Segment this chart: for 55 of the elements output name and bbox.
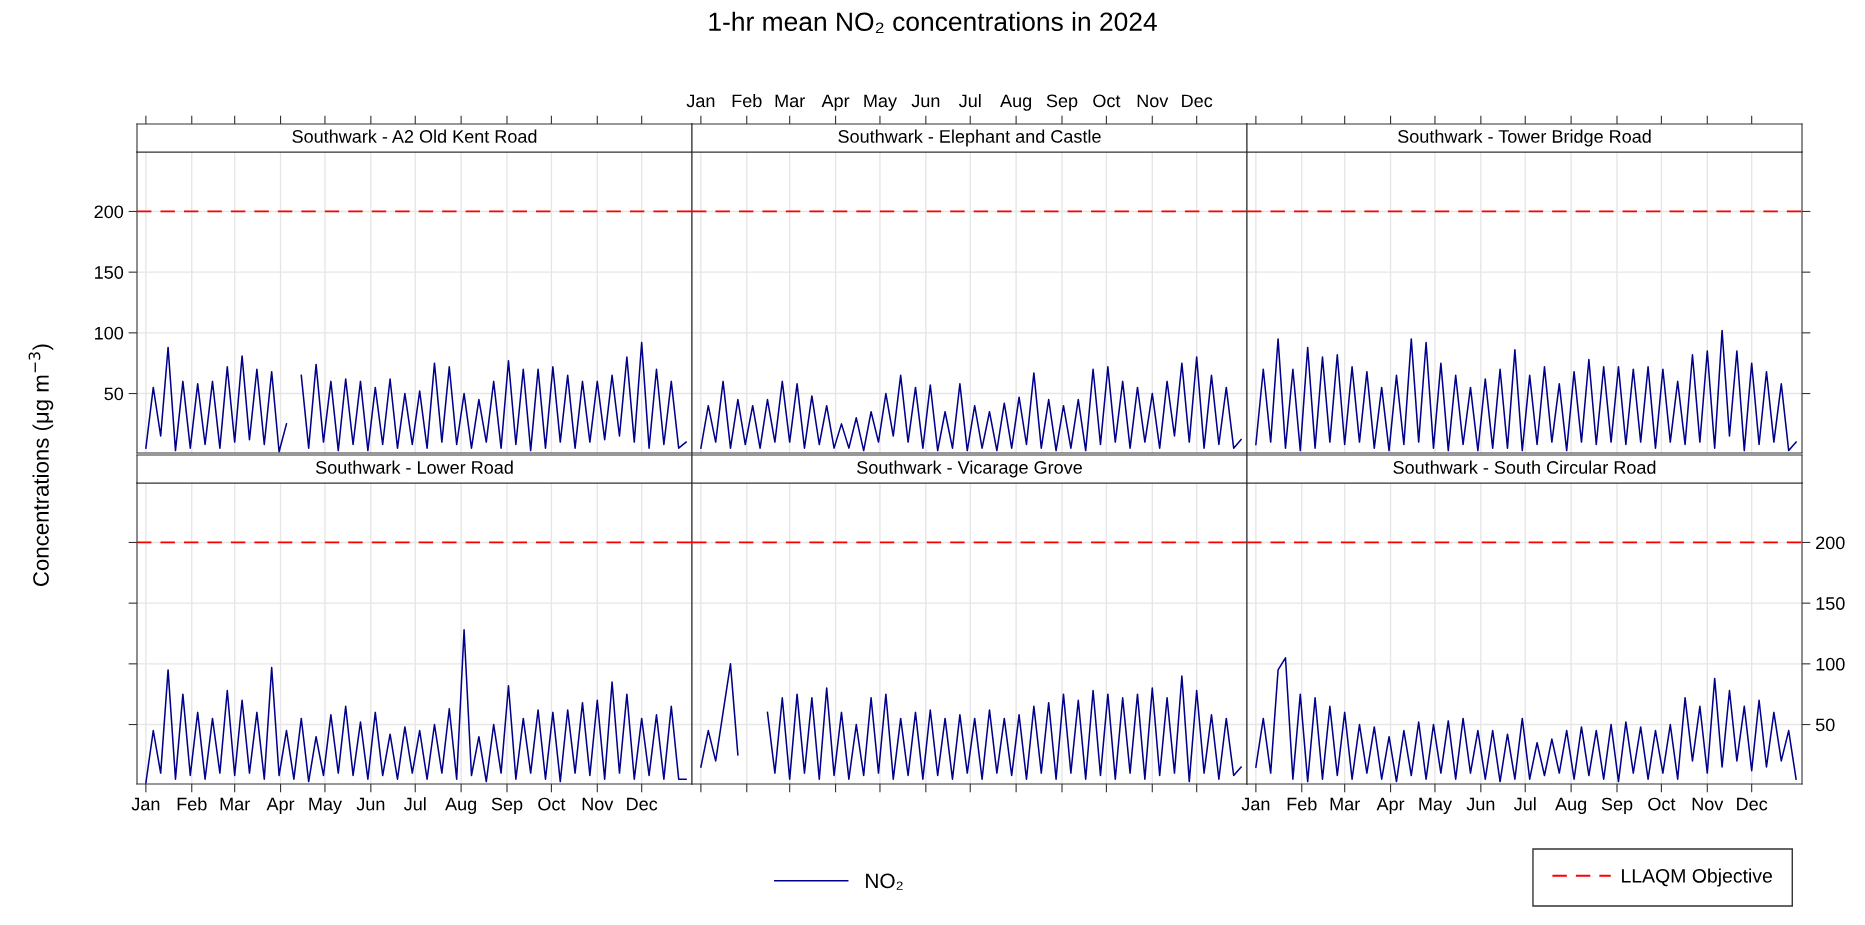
chart-subtitle: Southwark - Tower Bridge Road (1398, 129, 1651, 147)
y-tick-label: 200 (94, 205, 124, 219)
x2-tick-label: Jun (911, 94, 940, 108)
x2-tick-label: Jan (686, 94, 715, 108)
x-tick-label: Jun (356, 797, 385, 811)
x-tick-label: Aug (445, 797, 477, 815)
text: 1-hr mean NO₂ concentrations in 2024 (709, 11, 1157, 34)
x2-tick-label: Jul (958, 93, 981, 108)
x-tick-label: Jun (1466, 797, 1495, 811)
x-tick-label: Aug (1555, 797, 1587, 815)
legend-label: NO₂ (866, 873, 903, 890)
x-tick-label: Jul (1513, 797, 1536, 811)
x-tick-label: Dec (627, 797, 658, 811)
y-tick-label: 100 (95, 326, 124, 340)
x-tick-label: Mar (1330, 797, 1360, 811)
x2-tick-label: Dec (1182, 94, 1213, 108)
x-tick-label: May (1419, 797, 1452, 815)
x-tick-label: Oct (1648, 797, 1676, 811)
y-tick-label: 150 (95, 266, 124, 279)
x-tick-label: Mar (220, 797, 250, 811)
x2-tick-label: Aug (1000, 94, 1032, 111)
y2-tick-label: 200 (1816, 536, 1845, 550)
y2-tick-label: 50 (1815, 718, 1835, 732)
legend-label: LLAQM Objective (1622, 868, 1772, 887)
x-tick-label: Feb (177, 797, 207, 811)
x2-tick-label: Apr (821, 94, 850, 111)
chart-subtitle: Southwark - Vicarage Grove (857, 460, 1082, 478)
x-tick-label: Apr (1376, 797, 1405, 815)
x-tick-label: Sep (491, 797, 523, 815)
x-tick-label: Jan (1241, 797, 1270, 811)
y-axis-title: Concentrations (μg m$^{−3}$) (28, 344, 54, 586)
x2-tick-label: Feb (732, 93, 762, 108)
chart-subtitle: Southwark - South Circular Road (1393, 460, 1656, 474)
x-tick-label: Nov (1692, 797, 1724, 811)
x-tick-label: Dec (1737, 797, 1768, 811)
x-tick-label: Jul (403, 797, 426, 811)
x-tick-label: Feb (1287, 797, 1317, 811)
chart-subtitle: Southwark - Lower Road (315, 460, 513, 474)
y2-tick-label: 150 (1816, 597, 1845, 610)
y2-tick-label: 100 (1816, 657, 1845, 671)
x-tick-label: Jan (131, 797, 160, 811)
x2-tick-label: May (864, 94, 897, 111)
x2-tick-label: Mar (775, 94, 805, 108)
x-tick-label: May (309, 797, 342, 815)
chart-subtitle: Southwark - Elephant and Castle (838, 129, 1101, 147)
chart-subtitle: Southwark - A2 Old Kent Road (292, 129, 537, 143)
line-series (1255, 657, 1797, 783)
y-tick-label: 50 (104, 387, 124, 401)
x2-tick-label: Oct (1093, 94, 1121, 108)
x2-tick-label: Nov (1137, 94, 1169, 108)
x2-tick-label: Sep (1046, 94, 1078, 111)
x-tick-label: Nov (582, 797, 614, 811)
x-tick-label: Apr (266, 797, 295, 815)
x-tick-label: Sep (1601, 797, 1633, 815)
x-tick-label: Oct (538, 797, 566, 811)
